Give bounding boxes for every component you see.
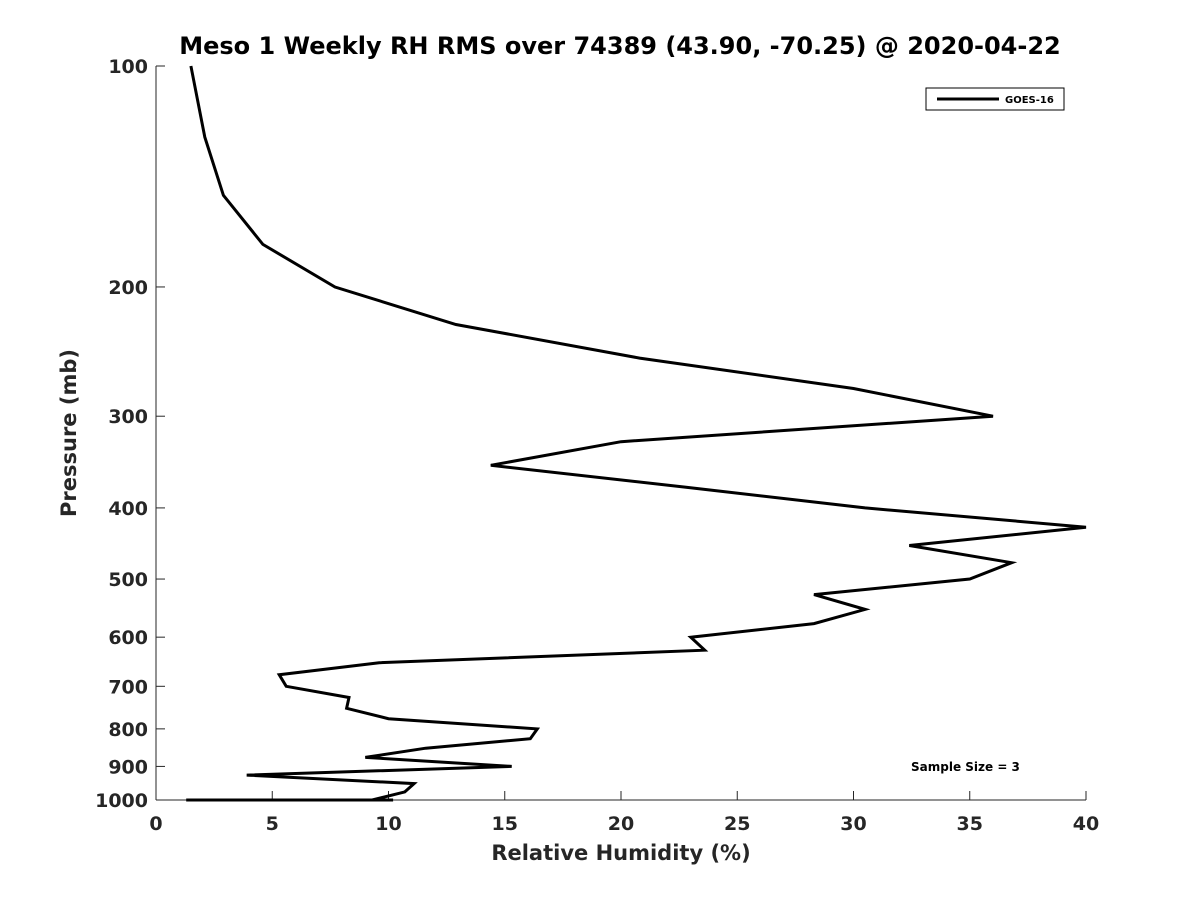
x-tick-label: 0 (149, 813, 162, 835)
x-tick-label: 25 (724, 813, 750, 835)
y-tick-label: 400 (108, 498, 148, 520)
x-axis-ticks: 0 5 10 15 20 25 30 35 40 (149, 791, 1099, 835)
x-tick-label: 5 (266, 813, 279, 835)
y-tick-label: 200 (108, 277, 148, 299)
x-tick-label: 30 (840, 813, 866, 835)
plot-area: 0 5 10 15 20 25 30 35 40 100 200 300 400 500 600 700 80… (95, 56, 1099, 835)
y-tick-label: 100 (108, 56, 148, 78)
x-tick-label: 35 (957, 813, 983, 835)
y-tick-label: 700 (108, 676, 148, 698)
x-axis-label: Relative Humidity (%) (491, 841, 750, 865)
sample-size-annotation: Sample Size = 3 (911, 760, 1020, 774)
legend: GOES-16 (925, 87, 1065, 111)
x-tick-label: 10 (375, 813, 401, 835)
y-tick-label: 800 (108, 719, 148, 741)
chart-title: Meso 1 Weekly RH RMS over 74389 (43.90, … (179, 32, 1061, 60)
x-tick-label: 40 (1073, 813, 1099, 835)
y-tick-label: 600 (108, 627, 148, 649)
x-tick-label: 15 (492, 813, 518, 835)
x-tick-label: 20 (608, 813, 634, 835)
series-line-goes-16 (186, 65, 1087, 802)
legend-entry-goes-16: GOES-16 (1005, 95, 1054, 106)
y-tick-label: 1000 (95, 790, 148, 812)
series-layer (186, 65, 1087, 802)
y-axis-ticks: 100 200 300 400 500 600 700 800 900 1000 (95, 56, 165, 812)
y-tick-label: 500 (108, 569, 148, 591)
y-tick-label: 900 (108, 756, 148, 778)
y-tick-label: 300 (108, 406, 148, 428)
y-axis-label: Pressure (mb) (57, 349, 81, 517)
